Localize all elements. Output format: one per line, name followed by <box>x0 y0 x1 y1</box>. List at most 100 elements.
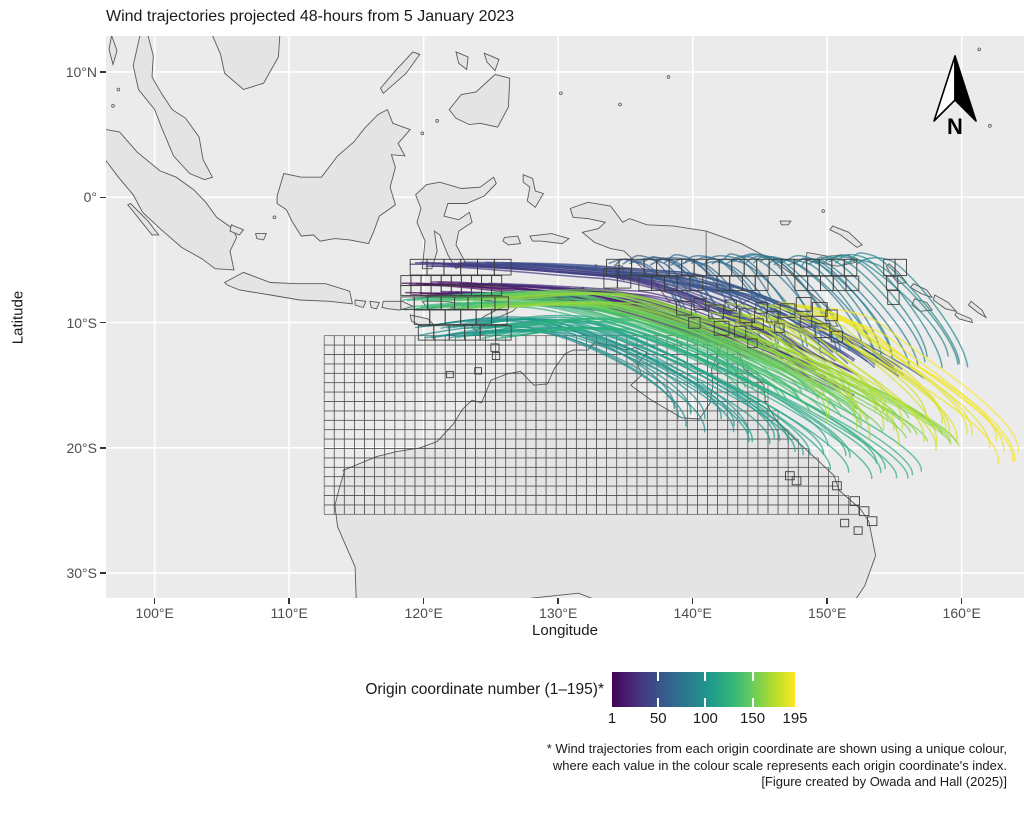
y-tick-mark <box>100 447 106 449</box>
trajectory-164 <box>506 292 957 443</box>
trajectory-105 <box>453 318 776 439</box>
trajectory-177 <box>745 323 900 447</box>
trajectory-173 <box>727 302 876 412</box>
trajectory-100 <box>437 328 735 433</box>
trajectory-172 <box>722 324 871 441</box>
x-tick-label: 160°E <box>942 605 981 621</box>
legend-tick-label: 50 <box>649 710 667 727</box>
y-tick-mark <box>100 321 106 324</box>
land-visayas-1 <box>455 51 469 71</box>
land-manus <box>779 220 792 226</box>
trajectory-180 <box>759 303 927 422</box>
land-new-ireland <box>829 225 863 248</box>
legend-colorbar-tick <box>751 698 754 707</box>
y-tick-label: 20°S <box>66 439 97 456</box>
x-tick-mark <box>960 598 963 604</box>
x-tick-label: 120°E <box>404 605 443 621</box>
land-sulawesi <box>415 176 497 270</box>
land-santa-isabel <box>932 294 958 313</box>
trajectory-116 <box>488 326 850 473</box>
x-tick-mark <box>153 598 156 604</box>
trajectory-170 <box>713 317 858 429</box>
land-indochina <box>212 36 281 91</box>
trajectory-90 <box>842 259 959 365</box>
x-tick-mark <box>691 598 694 604</box>
trajectory-27 <box>494 284 858 376</box>
x-tick-label: 150°E <box>808 605 847 621</box>
figure-title: Wind trajectories projected 48-hours fro… <box>106 8 515 25</box>
land-guadalcanal <box>954 311 974 324</box>
x-tick-label: 100°E <box>135 605 174 621</box>
trajectory-171 <box>717 313 862 426</box>
land-palawan <box>380 51 421 95</box>
y-tick-mark <box>100 572 106 574</box>
x-tick-mark <box>557 598 559 604</box>
land-lombok <box>369 300 380 310</box>
x-tick-mark <box>422 598 425 604</box>
footnote: * Wind trajectories from each origin coo… <box>300 741 1007 791</box>
land-andaman <box>108 36 118 67</box>
legend-colorbar-tick <box>657 672 660 681</box>
y-tick-label: 30°S <box>66 565 97 582</box>
legend-colorbar-tick <box>704 698 707 707</box>
legend-tick-label: 195 <box>782 710 808 727</box>
legend-colorbar-tick <box>657 698 660 707</box>
legend-tick-label: 100 <box>692 710 718 727</box>
trajectory-98 <box>430 330 706 433</box>
x-tick-mark <box>288 598 290 604</box>
trajectory-181 <box>764 320 937 451</box>
trajectory-83 <box>794 257 893 354</box>
land-malay-peninsula <box>132 36 214 181</box>
y-tick-mark <box>100 71 106 73</box>
trajectory-175 <box>736 320 885 431</box>
land-java <box>223 271 353 305</box>
trajectory-161 <box>497 301 952 445</box>
x-tick-label: 110°E <box>270 605 308 621</box>
trajectory-55 <box>631 274 897 373</box>
land-malaita <box>967 300 988 319</box>
y-tick-label: 10°S <box>66 314 97 331</box>
y-tick-mark <box>100 196 106 198</box>
legend-colorbar-tick <box>751 672 754 681</box>
land-mindanao <box>448 74 511 128</box>
legend-tick-label: 150 <box>740 710 766 727</box>
land-sumbawa <box>381 300 415 311</box>
north-arrow-icon: N <box>933 55 977 139</box>
trajectory-48 <box>511 262 925 379</box>
y-tick-label: 0° <box>83 189 97 206</box>
land-sumatra <box>106 129 238 271</box>
land-belitung <box>255 233 267 241</box>
map-panel <box>106 36 1024 598</box>
trajectory-114 <box>481 326 831 471</box>
land-buru <box>502 235 522 246</box>
trajectory-195 <box>829 307 1019 453</box>
footnote-line-1: * Wind trajectories from each origin coo… <box>546 741 1007 756</box>
x-axis-title: Longitude <box>532 622 598 639</box>
land-bangka <box>229 224 245 236</box>
y-tick-label: 10°N <box>65 63 97 80</box>
x-tick-label: 130°E <box>539 605 578 621</box>
land-borneo <box>276 108 411 245</box>
trajectory-193 <box>819 314 1014 462</box>
north-arrow-label: N <box>947 114 963 139</box>
trajectory-92 <box>856 257 969 368</box>
trajectory-192 <box>815 328 1000 465</box>
trajectory-108 <box>462 328 796 453</box>
trajectory-186 <box>787 314 958 443</box>
legend-tick-label: 1 <box>607 710 617 727</box>
land-halmahera <box>522 174 545 208</box>
legend-title: Origin coordinate number (1–195)* <box>365 681 604 698</box>
legend-colorbar <box>612 672 795 707</box>
land-visayas-2 <box>483 52 500 72</box>
origin-squares <box>400 258 907 535</box>
y-axis-title: Latitude <box>9 290 27 345</box>
trajectory-89 <box>835 253 943 368</box>
footnote-line-3: [Figure created by Owada and Hall (2025)… <box>761 774 1007 789</box>
land-bali <box>354 299 367 309</box>
trajectory-80 <box>773 258 878 363</box>
map-canvas <box>106 36 1024 598</box>
footnote-line-2: where each value in the colour scale rep… <box>552 757 1007 773</box>
trajectory-194 <box>824 317 1016 462</box>
land-seram <box>529 233 570 245</box>
